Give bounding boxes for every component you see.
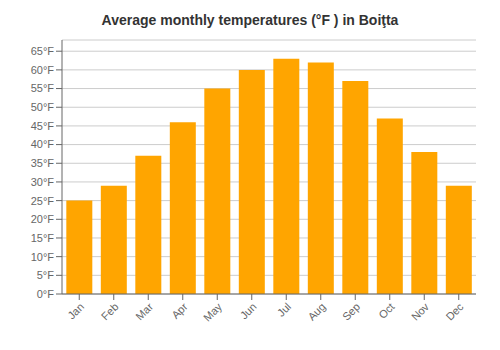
svg-text:0°F: 0°F: [37, 288, 55, 300]
svg-text:35°F: 35°F: [31, 157, 55, 169]
svg-text:25°F: 25°F: [31, 195, 55, 207]
svg-text:Dec: Dec: [443, 300, 466, 323]
svg-text:Aug: Aug: [305, 300, 327, 322]
svg-text:Jan: Jan: [65, 300, 86, 321]
svg-text:10°F: 10°F: [31, 251, 55, 263]
html-text:Average monthly temperatures (: Average monthly temperatures (°F ) in Bo…: [101, 12, 399, 28]
svg-text:60°F: 60°F: [31, 64, 55, 76]
svg-text:Jun: Jun: [238, 300, 259, 321]
svg-text:Apr: Apr: [169, 300, 190, 321]
svg-text:Jul: Jul: [275, 300, 293, 318]
svg-text:May: May: [201, 300, 225, 324]
svg-text:45°F: 45°F: [31, 120, 55, 132]
svg-text:30°F: 30°F: [31, 176, 55, 188]
svg-text:5°F: 5°F: [37, 269, 55, 281]
svg-text:15°F: 15°F: [31, 232, 55, 244]
svg-text:Nov: Nov: [409, 300, 432, 323]
svg-text:Feb: Feb: [99, 300, 121, 322]
svg-text:55°F: 55°F: [31, 82, 55, 94]
svg-text:Oct: Oct: [376, 300, 397, 321]
svg-text:20°F: 20°F: [31, 213, 55, 225]
svg-text:40°F: 40°F: [31, 138, 55, 150]
svg-text:65°F: 65°F: [31, 45, 55, 57]
svg-text:Mar: Mar: [133, 300, 155, 322]
svg-text:Sep: Sep: [340, 300, 362, 322]
svg-text:50°F: 50°F: [31, 101, 55, 113]
